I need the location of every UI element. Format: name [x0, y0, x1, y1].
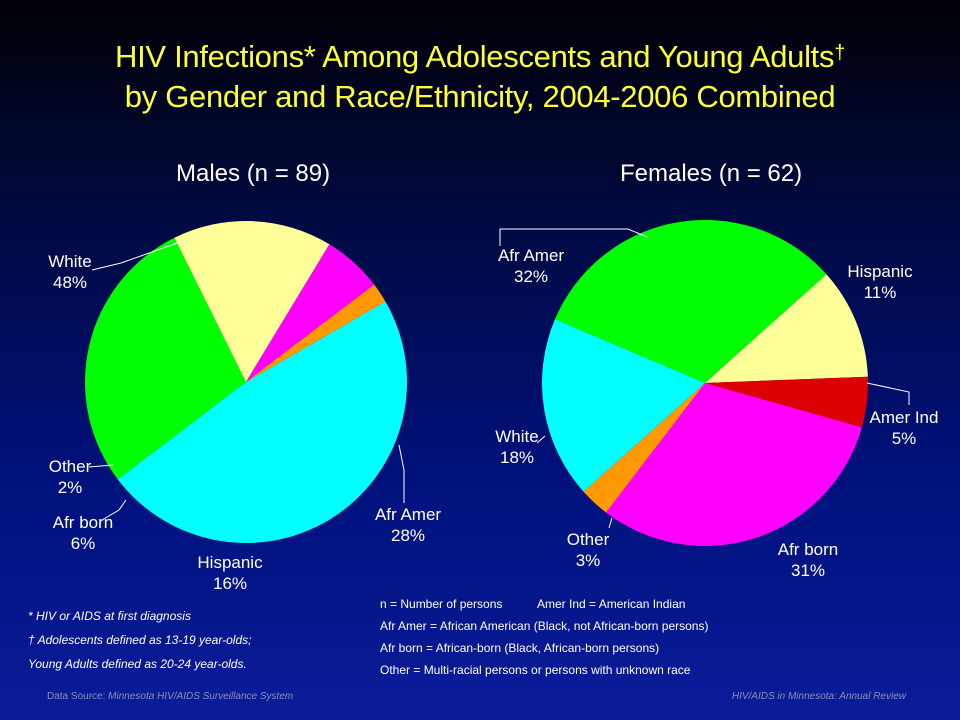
dagger-mark: †: [834, 42, 846, 64]
slice-label: Afr born: [778, 540, 838, 559]
slice-label: Other: [49, 457, 92, 476]
slice-percent: 16%: [213, 574, 247, 593]
slice-label: Afr born: [53, 513, 113, 532]
slice-label: Other: [567, 530, 610, 549]
leader-line: [88, 464, 114, 468]
slice-percent: 6%: [71, 534, 96, 553]
slice-label: Amer Ind: [870, 408, 939, 427]
slice-percent: 2%: [58, 478, 83, 497]
leader-line: [101, 499, 127, 521]
slice-percent: 11%: [864, 283, 897, 302]
slice-percent: 3%: [576, 551, 601, 570]
legend-afr-born: Afr born = African-born (Black, African-…: [380, 641, 660, 655]
leader-line: [91, 240, 184, 271]
slice-label: Afr Amer: [375, 505, 441, 524]
pie-slice-white: [117, 301, 407, 543]
female-pie: [542, 220, 868, 546]
slice-percent: 48%: [53, 273, 87, 292]
female-pie-title: Females (n = 62): [620, 160, 803, 187]
pie-slice-afr-amer: [84, 237, 246, 480]
footnote-hiv: * HIV or AIDS at first diagnosis: [28, 609, 191, 623]
footnote-young-adults: Young Adults defined as 20-24 year-olds.: [28, 657, 247, 671]
slice-percent: 31%: [791, 561, 825, 580]
data-source: Data Source: Minnesota HIV/AIDS Surveill…: [47, 691, 293, 702]
slice-label: Afr Amer: [498, 246, 564, 265]
report-name: HIV/AIDS in Minnesota: Annual Review: [731, 691, 906, 702]
slice-label: Hispanic: [197, 553, 263, 572]
data-source-prefix: Data Source:: [47, 691, 109, 702]
leader-line: [499, 228, 648, 246]
pie-slice-white: [542, 319, 705, 492]
pie-slice-afr-amer: [554, 220, 827, 383]
chart-title-line2: by Gender and Race/Ethnicity, 2004-2006 …: [124, 79, 836, 114]
pie-slice-afr-born: [606, 383, 862, 546]
slice-percent: 5%: [892, 429, 917, 448]
slice-labels: White 48% Afr Amer 28% Hispanic 16% Afr born 6%…: [48, 246, 938, 593]
title-text: HIV Infections* Among Adolescents and Yo…: [114, 39, 835, 74]
pie-slice-other: [246, 284, 386, 382]
leader-line: [608, 517, 613, 529]
slice-percent: 18%: [500, 448, 534, 467]
leader-line: [536, 435, 546, 444]
male-pie-title: Males (n = 89): [176, 160, 331, 187]
legend-afr-amer: Afr Amer = African American (Black, not …: [380, 619, 709, 633]
legend-other: Other = Multi-racial persons or persons …: [380, 663, 691, 677]
pie-slice-hispanic: [705, 274, 868, 383]
leader-lines: [88, 228, 910, 529]
slice-label: Hispanic: [847, 262, 913, 281]
data-source-name: Minnesota HIV/AIDS Surveillance System: [108, 691, 294, 702]
slice-label: White: [48, 252, 91, 271]
pie-slice-other: [583, 383, 705, 513]
slice-percent: 32%: [514, 267, 548, 286]
footnote-adolescents: † Adolescents defined as 13-19 year-olds…: [28, 633, 252, 647]
legend-amer-ind: Amer Ind = American Indian: [537, 597, 686, 611]
pie-slice-amer-ind: [705, 376, 868, 428]
leader-line: [866, 382, 910, 405]
legend-n: n = Number of persons: [380, 597, 503, 611]
slice-percent: 28%: [391, 526, 425, 545]
chart-title-line1: HIV Infections* Among Adolescents and Yo…: [0, 38, 960, 76]
pie-slice-afr-born: [246, 244, 375, 382]
leader-line: [398, 444, 405, 503]
male-pie: [84, 221, 407, 543]
pie-slice-hispanic: [174, 221, 330, 382]
slice-label: White: [495, 427, 538, 446]
